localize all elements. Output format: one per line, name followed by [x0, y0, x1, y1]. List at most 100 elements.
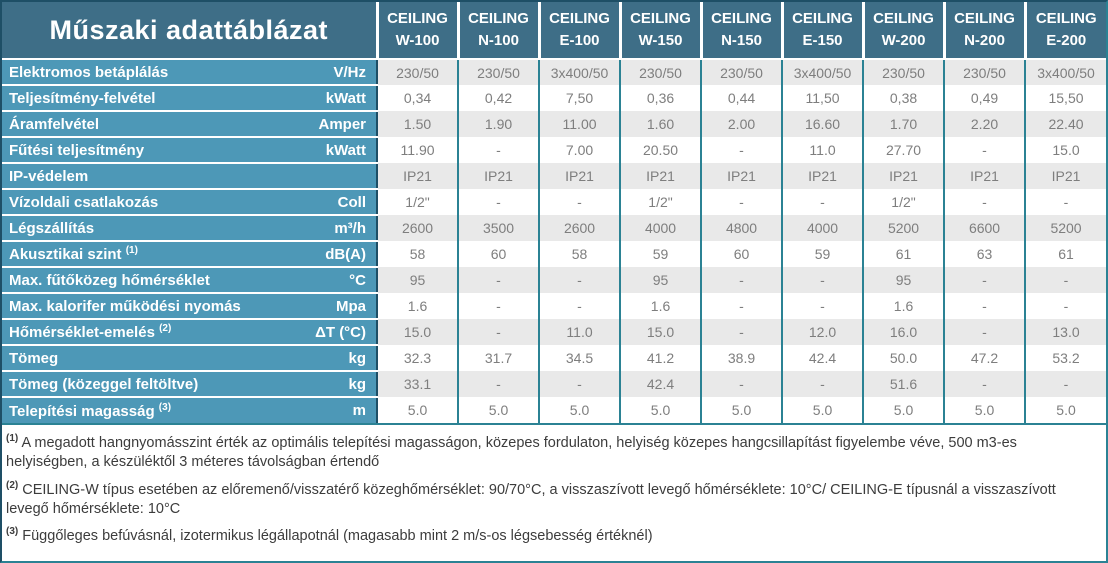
column-model: N-100 [478, 32, 519, 49]
column-brand: CEILING [711, 10, 772, 28]
footnote-text: Függőleges befúvásnál, izotermikus légál… [22, 528, 653, 545]
value-cell: 5.0 [943, 397, 1026, 423]
value-cell: 59 [781, 241, 864, 267]
value-cell: - [943, 293, 1026, 319]
value-cell: IP21 [1024, 163, 1107, 189]
value-cell: 22.40 [1024, 111, 1107, 137]
row-unit: °C [295, 267, 379, 294]
value-cell: - [943, 267, 1026, 293]
value-cell: 95 [862, 267, 945, 293]
row-label-text: Fűtési teljesítmény [9, 141, 145, 159]
value-cell: 5.0 [1024, 397, 1107, 423]
row-label: Elektromos betáplálás [2, 59, 295, 86]
value-cell: - [1024, 371, 1107, 397]
table-body: Elektromos betáplálás V/Hz 230/50 230/50 3x4… [2, 59, 1107, 423]
value-cell: 230/50 [862, 59, 945, 85]
value-cell: - [457, 267, 540, 293]
value-cell: 0,38 [862, 85, 945, 111]
value-cell: 32.3 [376, 345, 459, 371]
table-row: Max. kalorifer működési nyomás Mpa 1.6- -1.… [2, 293, 1107, 320]
row-label: Tömeg (közeggel feltöltve) [2, 371, 295, 398]
value-cell: 230/50 [619, 59, 702, 85]
value-cell: 15,50 [1024, 85, 1107, 111]
column-header-w-100: CEILING W-100 [375, 2, 459, 60]
column-model: N-150 [721, 32, 762, 49]
value-cell: 38.9 [700, 345, 783, 371]
value-cell: 1.50 [376, 111, 459, 137]
row-unit: Amper [295, 111, 379, 138]
value-cell: 5.0 [781, 397, 864, 423]
value-cell: 4000 [619, 215, 702, 241]
value-cell: 230/50 [943, 59, 1026, 85]
table-row: Hőmérséklet-emelés (2) ΔT (°C) 15.0-11.0 15… [2, 319, 1107, 346]
table-row: IP-védelem IP21 IP21 IP21 IP21 IP21 IP21 IP21 IP… [2, 163, 1107, 190]
row-label-text: Teljesítmény-felvétel [9, 89, 156, 107]
header-row: Műszaki adattáblázat CEILING W-100 CEILING… [2, 2, 1107, 60]
column-model: W-200 [881, 32, 926, 49]
value-cell: - [457, 137, 540, 163]
value-cell: 4000 [781, 215, 864, 241]
value-cell: 0,42 [457, 85, 540, 111]
value-cell: 230/50 [457, 59, 540, 85]
column-brand: CEILING [792, 10, 853, 28]
value-cell: 5.0 [619, 397, 702, 423]
value-cell: 50.0 [862, 345, 945, 371]
value-cell: - [700, 371, 783, 397]
value-cell: IP21 [457, 163, 540, 189]
row-label-text: Hőmérséklet-emelés [9, 324, 155, 341]
footnote-marker: (3) [158, 401, 172, 413]
column-model: E-150 [802, 32, 843, 49]
value-cell: 1.6 [376, 293, 459, 319]
value-cell: 13.0 [1024, 319, 1107, 345]
value-cell: 5.0 [376, 397, 459, 423]
value-cell: - [781, 293, 864, 319]
value-cell: - [700, 319, 783, 345]
table-row: Telepítési magasság (3) m 5.0 5.0 5.0 5.0 5.0 5… [2, 397, 1107, 423]
row-label: IP-védelem [2, 163, 295, 190]
table-row: Áramfelvétel Amper 1.50 1.90 11.00 1.60 2.00 16… [2, 111, 1107, 138]
value-cell: 61 [862, 241, 945, 267]
value-cell: 61 [1024, 241, 1107, 267]
value-cell: - [1024, 189, 1107, 215]
column-brand: CEILING [549, 10, 610, 28]
value-cell: 15.0 [1024, 137, 1107, 163]
column-brand: CEILING [873, 10, 934, 28]
value-cell: 95 [619, 267, 702, 293]
value-cell: 1.70 [862, 111, 945, 137]
value-cell: 2.00 [700, 111, 783, 137]
value-cell: 5200 [862, 215, 945, 241]
column-header-w-150: CEILING W-150 [618, 2, 702, 60]
value-cell: 1/2" [862, 189, 945, 215]
value-cell: 11.00 [538, 111, 621, 137]
row-label-text: Max. kalorifer működési nyomás [9, 297, 241, 315]
row-unit: kWatt [295, 137, 379, 164]
value-cell: 3x400/50 [1024, 59, 1107, 85]
column-brand: CEILING [387, 10, 448, 28]
row-unit: kWatt [295, 85, 379, 112]
value-cell: 5.0 [862, 397, 945, 423]
row-label-text: Tömeg (közeggel feltöltve) [9, 375, 199, 393]
value-cell: 2600 [376, 215, 459, 241]
row-label-text: Elektromos betáplálás [9, 63, 169, 81]
column-brand: CEILING [630, 10, 691, 28]
value-cell: 0,49 [943, 85, 1026, 111]
row-unit: Mpa [295, 293, 379, 320]
row-label: Max. kalorifer működési nyomás [2, 293, 295, 320]
row-label: Tömeg [2, 345, 295, 372]
value-cell: 11.90 [376, 137, 459, 163]
value-cell: - [538, 189, 621, 215]
value-cell: 1.60 [619, 111, 702, 137]
value-cell: 7.00 [538, 137, 621, 163]
value-cell: 16.60 [781, 111, 864, 137]
column-model: E-200 [1046, 32, 1087, 49]
value-cell: 16.0 [862, 319, 945, 345]
value-cell: - [700, 267, 783, 293]
column-header-n-200: CEILING N-200 [942, 2, 1026, 60]
column-header-n-150: CEILING N-150 [699, 2, 783, 60]
row-unit: m³/h [295, 215, 379, 242]
value-cell: 15.0 [376, 319, 459, 345]
value-cell: - [700, 293, 783, 319]
row-unit: ΔT (°C) [295, 319, 379, 346]
value-cell: 4800 [700, 215, 783, 241]
